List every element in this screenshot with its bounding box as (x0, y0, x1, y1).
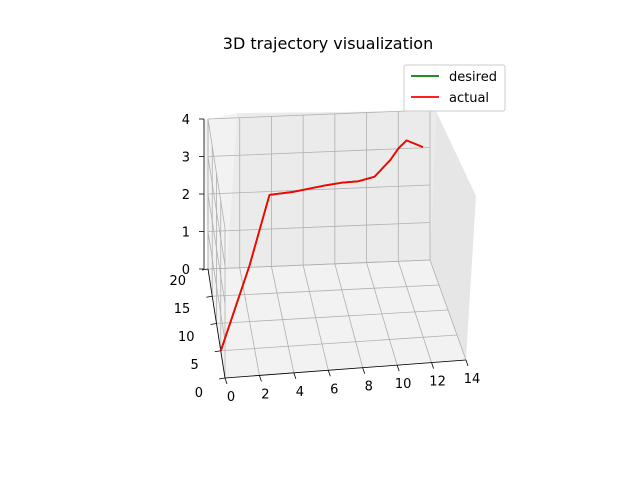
x-tick-label: 8 (365, 380, 373, 395)
y-tick-mark (201, 268, 209, 271)
right-pane (430, 111, 476, 360)
y-tick-label: 10 (178, 330, 195, 345)
z-tick-label: 4 (182, 113, 190, 128)
x-tick-label: 2 (261, 387, 269, 402)
z-tick-label: 1 (182, 226, 190, 241)
y-tick-mark (210, 323, 217, 325)
y-tick-mark (214, 350, 221, 353)
z-grid-line (207, 109, 431, 229)
x-tick-label: 10 (395, 377, 412, 392)
y-tick-mark (218, 377, 226, 380)
x-tick-label: 6 (330, 382, 338, 397)
z-tick-label: 0 (182, 263, 190, 278)
legend-label-actual: actual (449, 91, 489, 106)
x-tick-mark (327, 370, 331, 377)
y-tick-label: 0 (195, 386, 203, 401)
y-tick-label: 15 (174, 302, 191, 317)
floor-pane (208, 260, 466, 378)
y-tick-mark (206, 295, 213, 298)
axis-lines (199, 118, 469, 385)
series-line-actual (219, 139, 424, 352)
x-axis-line (224, 359, 467, 379)
x-tick-mark (465, 359, 469, 367)
series-lines (219, 139, 424, 352)
z-grid-line (207, 147, 431, 266)
x-tick-label: 0 (227, 390, 235, 405)
z-grid-line (207, 222, 431, 341)
back-pane (225, 111, 436, 299)
x-tick-mark (362, 367, 366, 374)
z-tick-label: 2 (182, 188, 190, 203)
x-tick-label: 14 (464, 372, 481, 387)
y-axis-line (207, 268, 226, 379)
x-tick-mark (431, 362, 434, 369)
legend: desired actual (403, 64, 506, 112)
x-tick-mark (224, 377, 228, 385)
legend-label-desired: desired (449, 70, 497, 85)
chart-title: 3D trajectory visualization (223, 34, 433, 53)
x-tick-label: 4 (296, 385, 304, 400)
x-tick-mark (293, 372, 297, 379)
y-tick-label: 5 (190, 358, 198, 373)
z-grid-line (207, 184, 431, 304)
z-tick-label: 3 (182, 151, 190, 166)
y-tick-label: 20 (169, 274, 186, 289)
x-tick-mark (396, 365, 400, 372)
x-tick-label: 12 (429, 375, 446, 390)
x-tick-mark (259, 375, 262, 382)
